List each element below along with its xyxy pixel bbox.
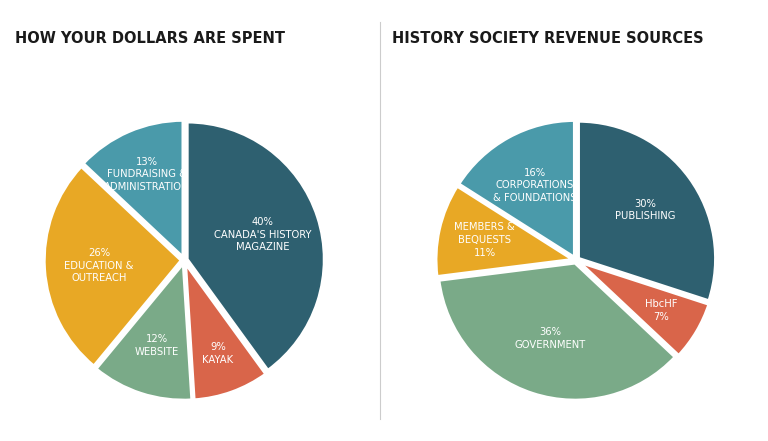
Wedge shape [435, 186, 574, 277]
Wedge shape [185, 263, 266, 400]
Text: 30%
PUBLISHING: 30% PUBLISHING [614, 198, 675, 221]
Wedge shape [187, 122, 325, 370]
Text: HbcHF
7%: HbcHF 7% [645, 299, 677, 322]
Wedge shape [83, 120, 184, 258]
Text: 16%
CORPORATIONS
& FOUNDATIONS: 16% CORPORATIONS & FOUNDATIONS [493, 168, 577, 203]
Wedge shape [439, 263, 675, 400]
Text: 36%
GOVERNMENT: 36% GOVERNMENT [515, 327, 586, 350]
Text: 13%
FUNDRAISING &
ADMINISTRATION: 13% FUNDRAISING & ADMINISTRATION [104, 157, 190, 192]
Text: 9%
KAYAK: 9% KAYAK [202, 342, 233, 365]
Text: 40%
CANADA'S HISTORY
MAGAZINE: 40% CANADA'S HISTORY MAGAZINE [214, 217, 312, 253]
Wedge shape [578, 121, 716, 301]
Wedge shape [578, 262, 709, 356]
Text: MEMBERS &
BEQUESTS
11%: MEMBERS & BEQUESTS 11% [455, 222, 515, 258]
Wedge shape [458, 120, 574, 258]
Text: 26%
EDUCATION &
OUTREACH: 26% EDUCATION & OUTREACH [65, 248, 134, 284]
Text: HISTORY SOCIETY REVENUE SOURCES: HISTORY SOCIETY REVENUE SOURCES [392, 31, 703, 46]
Text: 12%
WEBSITE: 12% WEBSITE [134, 334, 179, 357]
Wedge shape [44, 166, 181, 366]
Wedge shape [96, 263, 192, 400]
Text: HOW YOUR DOLLARS ARE SPENT: HOW YOUR DOLLARS ARE SPENT [15, 31, 286, 46]
